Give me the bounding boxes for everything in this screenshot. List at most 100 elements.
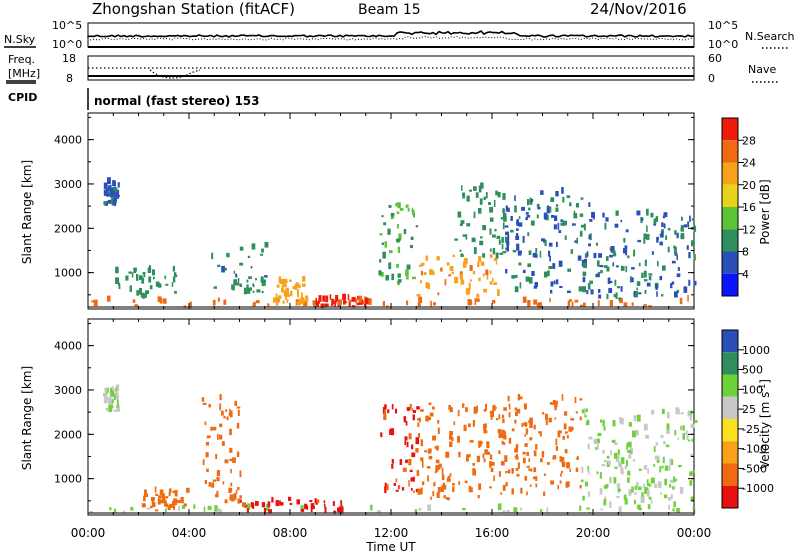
data-cell: [437, 466, 441, 470]
data-cell: [457, 435, 460, 443]
data-cell: [110, 184, 112, 190]
data-cell: [159, 489, 164, 496]
data-cell: [502, 251, 507, 254]
data-cell: [157, 296, 162, 302]
data-cell: [579, 213, 584, 217]
data-cell: [434, 446, 439, 449]
data-cell: [595, 447, 599, 450]
data-cell: [436, 256, 440, 261]
data-cell: [384, 482, 387, 489]
data-cell: [134, 304, 139, 307]
data-cell: [649, 484, 652, 487]
data-cell: [115, 386, 118, 393]
data-cell: [384, 486, 386, 493]
data-cell: [579, 398, 583, 401]
data-cell: [451, 437, 454, 442]
colorbar-tick-label: 16: [742, 201, 756, 214]
data-cell: [112, 180, 116, 186]
data-cell: [128, 271, 133, 274]
data-cell: [471, 237, 476, 243]
data-cell: [379, 233, 383, 236]
data-cell: [525, 428, 529, 435]
data-cell: [522, 269, 526, 274]
data-cell: [219, 509, 223, 512]
data-cell: [524, 443, 528, 447]
data-cell: [502, 431, 506, 438]
data-cell: [550, 480, 554, 485]
data-cell: [454, 238, 458, 241]
data-cell: [577, 255, 582, 261]
data-cell: [675, 407, 680, 414]
data-cell: [555, 445, 558, 451]
data-cell: [582, 286, 586, 293]
data-cell: [493, 406, 497, 409]
data-cell: [553, 224, 557, 230]
noise-trace: [87, 30, 695, 38]
data-cell: [391, 459, 394, 464]
data-cell: [468, 423, 471, 428]
data-cell: [206, 468, 209, 473]
data-cell: [467, 299, 472, 306]
data-cell: [550, 197, 555, 202]
data-cell: [612, 252, 617, 257]
data-cell: [425, 255, 428, 261]
data-cell: [117, 193, 119, 199]
data-cell: [415, 225, 419, 228]
data-cell: [449, 266, 454, 271]
data-cell: [524, 475, 528, 481]
data-cell: [653, 446, 656, 453]
data-cell: [530, 468, 533, 472]
data-cell: [255, 300, 260, 304]
data-cell: [110, 198, 113, 205]
data-cell: [391, 404, 394, 410]
data-cell: [403, 416, 406, 421]
data-cell: [562, 196, 565, 203]
data-cell: [246, 279, 249, 283]
data-cell: [169, 503, 173, 508]
data-cell: [263, 507, 267, 514]
data-cell: [529, 484, 532, 487]
data-cell: [653, 463, 656, 467]
colorbar-tick-label: 1000: [742, 344, 770, 357]
data-cell: [676, 289, 680, 293]
data-cell: [631, 302, 634, 306]
data-cell: [381, 242, 384, 245]
data-cell: [466, 195, 470, 202]
power-colorbar: 4 8 12 16 20 24 28: [721, 117, 756, 297]
data-cell: [416, 470, 420, 476]
data-cell: [564, 411, 568, 416]
data-cell: [527, 263, 531, 268]
data-cell: [393, 483, 396, 486]
data-cell: [482, 453, 485, 459]
data-cell: [646, 489, 650, 497]
data-cell: [663, 223, 666, 229]
data-cell: [516, 219, 519, 226]
data-cell: [686, 245, 689, 250]
data-cell: [588, 234, 591, 240]
y-tick-label: 4000: [54, 134, 82, 147]
data-cell: [588, 436, 593, 440]
data-cell: [300, 297, 305, 301]
data-cell: [461, 185, 463, 191]
data-cell: [420, 409, 424, 412]
data-cell: [580, 224, 585, 228]
data-cell: [505, 247, 507, 251]
data-cell: [322, 295, 325, 302]
data-cell: [514, 205, 517, 213]
data-cell: [112, 186, 117, 191]
data-cell: [368, 298, 372, 305]
data-cell: [468, 487, 473, 493]
data-cell: [688, 252, 691, 259]
data-cell: [390, 212, 395, 217]
data-cell: [334, 301, 337, 304]
data-cell: [680, 412, 684, 415]
data-cell: [234, 400, 237, 406]
data-cell: [217, 297, 220, 302]
data-cell: [161, 493, 165, 498]
data-cell: [446, 497, 450, 500]
data-cell: [408, 433, 412, 440]
data-cell: [541, 412, 545, 415]
data-cell: [610, 450, 612, 456]
data-cell: [212, 299, 216, 306]
data-cell: [564, 235, 567, 240]
